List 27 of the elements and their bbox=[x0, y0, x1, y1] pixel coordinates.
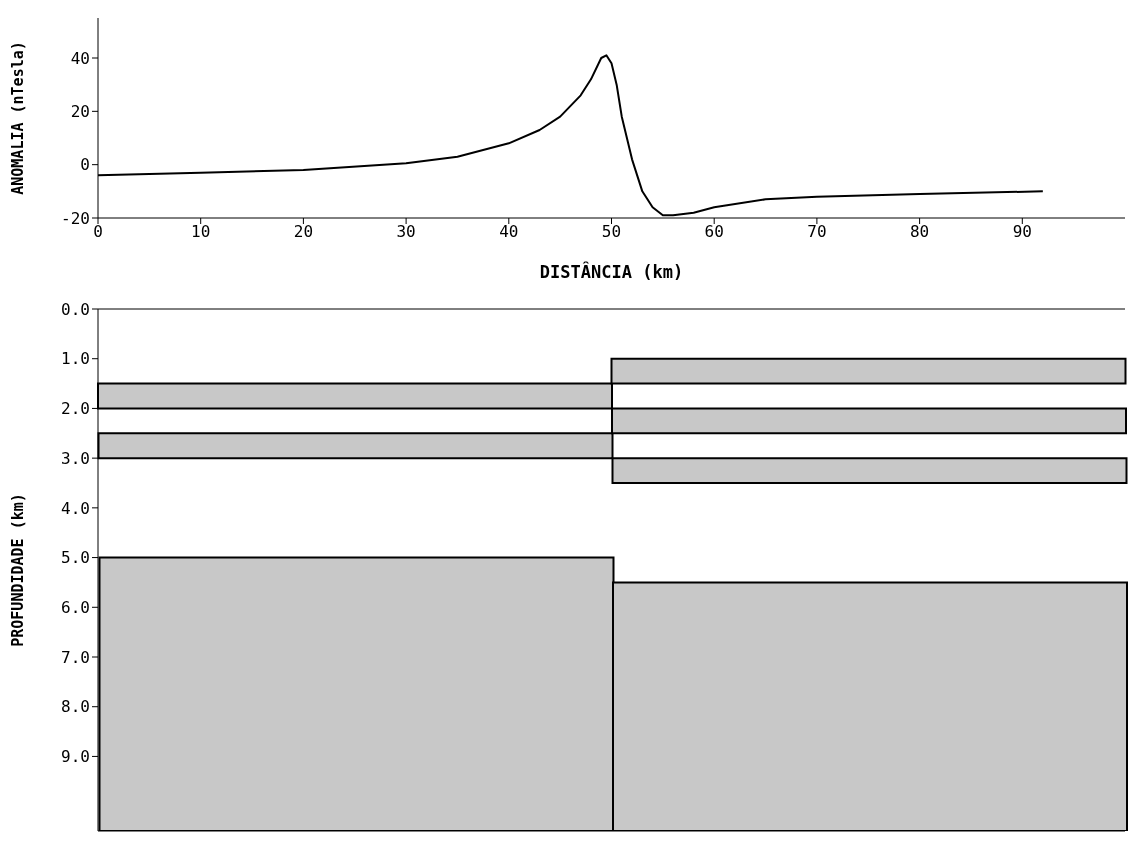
y-tick-label: 6.0 bbox=[61, 597, 90, 617]
y-tick-label: 40 bbox=[70, 48, 90, 68]
x-tick-label: 90 bbox=[1012, 222, 1032, 242]
y-tick-label: 5.0 bbox=[61, 548, 90, 568]
x-tick-label: 50 bbox=[601, 222, 622, 242]
x-tick-label: 80 bbox=[909, 222, 930, 242]
y-tick-label: 0.0 bbox=[61, 299, 90, 319]
y-axis-title: ANOMALIA (nTesla) bbox=[9, 41, 28, 195]
x-tick-label: 70 bbox=[807, 222, 827, 242]
y-tick-label: 1.0 bbox=[61, 349, 90, 369]
x-tick-label: 40 bbox=[499, 222, 519, 242]
x-tick-label: 60 bbox=[704, 222, 724, 242]
x-tick-label: 10 bbox=[191, 222, 211, 242]
x-axis-title: DISTÂNCIA (km) bbox=[539, 261, 684, 282]
y-tick-label: 0 bbox=[80, 155, 90, 175]
y-tick-label: 7.0 bbox=[61, 647, 90, 667]
y-tick-label: -20 bbox=[61, 208, 90, 228]
y-tick-label: 3.0 bbox=[61, 448, 90, 468]
y-tick-label: 9.0 bbox=[61, 747, 90, 767]
y-axis-title: PROFUNDIDADE (km) bbox=[9, 493, 28, 647]
x-tick-label: 30 bbox=[396, 222, 416, 242]
x-tick-label: 20 bbox=[293, 222, 314, 242]
x-tick-label: 0 bbox=[93, 222, 103, 242]
y-tick-label: 2.0 bbox=[61, 399, 90, 419]
y-tick-label: 4.0 bbox=[61, 498, 90, 518]
y-tick-label: 8.0 bbox=[61, 697, 90, 717]
y-tick-label: 20 bbox=[70, 102, 90, 122]
